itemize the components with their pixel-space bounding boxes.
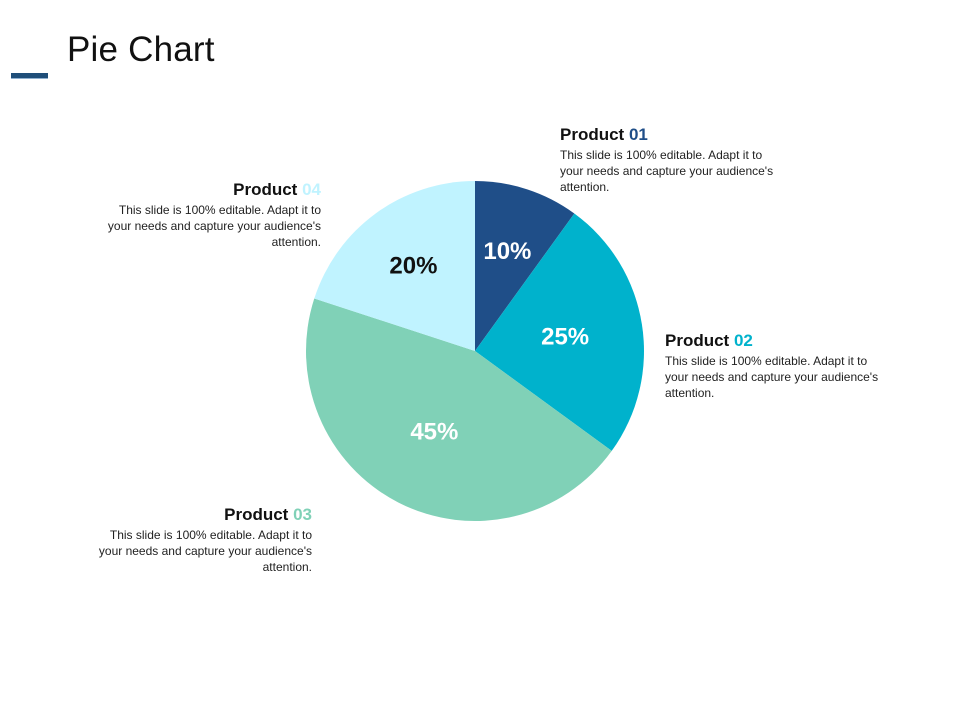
callout-word: Product	[224, 505, 289, 524]
callout-description: This slide is 100% editable. Adapt it to…	[560, 148, 774, 194]
pie-value-label-4: 20%	[389, 253, 437, 280]
pie-value-label-2: 25%	[541, 324, 589, 351]
page-title: Pie Chart	[67, 30, 215, 69]
callout-description: This slide is 100% editable. Adapt it to…	[107, 203, 321, 249]
callout-word: Product	[665, 331, 730, 350]
callout-number: 02	[733, 331, 753, 350]
title-accent-bar	[11, 73, 48, 79]
pie-labels: 10% 25% 45% 20%	[389, 238, 589, 446]
callout-word: Product	[560, 125, 625, 144]
pie-value-label-3: 45%	[410, 418, 458, 445]
callout-product-02: Product 02 This slide is 100% editable. …	[665, 331, 880, 401]
callout-product-03: Product 03 This slide is 100% editable. …	[97, 505, 312, 575]
callout-product-01: Product 01 This slide is 100% editable. …	[560, 125, 775, 195]
pie-slices	[306, 181, 644, 521]
callout-word: Product	[233, 180, 298, 199]
callout-description: This slide is 100% editable. Adapt it to…	[98, 528, 312, 574]
pie-slice-1	[475, 181, 575, 351]
callout-product-04: Product 04 This slide is 100% editable. …	[106, 180, 321, 250]
pie-slice-2	[475, 213, 644, 451]
pie-value-label-1: 10%	[483, 238, 531, 265]
callout-number: 01	[628, 125, 648, 144]
pie-slice-3	[306, 298, 612, 521]
callout-number: 03	[293, 505, 312, 524]
callout-number: 04	[302, 180, 321, 199]
callout-description: This slide is 100% editable. Adapt it to…	[665, 354, 879, 400]
pie-slice-4	[314, 181, 475, 351]
